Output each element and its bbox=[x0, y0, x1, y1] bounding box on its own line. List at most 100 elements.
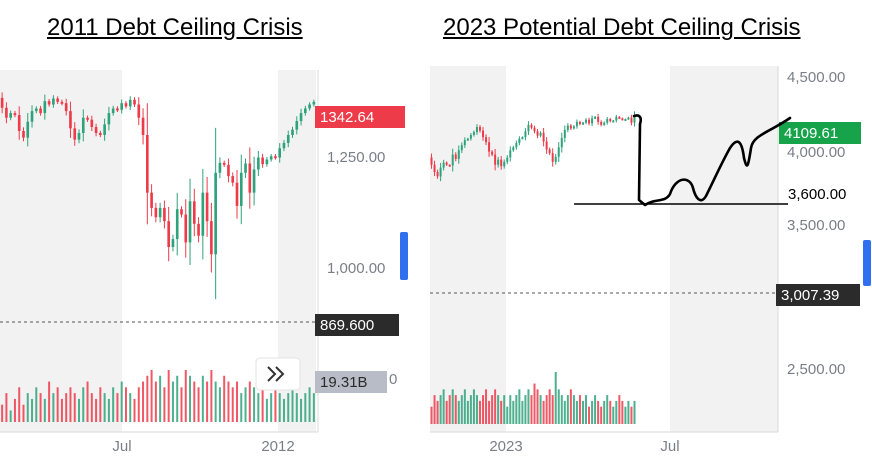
left-candle-body bbox=[269, 156, 273, 160]
right-candle-body bbox=[433, 164, 436, 173]
right-volume-bar bbox=[539, 395, 542, 424]
left-candle-body bbox=[141, 117, 145, 135]
left-candle-body bbox=[167, 221, 170, 248]
right-candle-body bbox=[578, 121, 581, 125]
right-candle-body bbox=[597, 116, 600, 122]
right-volume-bars bbox=[430, 372, 636, 424]
right-candle-body bbox=[494, 154, 497, 165]
right-volume-bar bbox=[542, 400, 545, 424]
double-chevron-right-icon bbox=[267, 366, 285, 382]
left-candle-body bbox=[81, 117, 85, 133]
right-candle-body bbox=[488, 142, 491, 152]
right-volume-bar bbox=[485, 389, 488, 424]
scroll-right-button[interactable] bbox=[255, 357, 301, 391]
left-candle-body bbox=[295, 121, 299, 130]
right-volume-bar bbox=[624, 406, 627, 424]
left-candle-body bbox=[244, 163, 247, 173]
left-candle-body bbox=[0, 97, 4, 108]
right-volume-bar bbox=[445, 400, 448, 424]
left-candle-body bbox=[171, 239, 175, 248]
right-volume-bar bbox=[524, 395, 527, 424]
right-candle-body bbox=[521, 137, 524, 140]
left-candle-body bbox=[77, 132, 81, 140]
right-volume-bar bbox=[518, 389, 521, 424]
left-y-tick-1250: 1,250.00 bbox=[327, 149, 385, 166]
right-candle-body bbox=[554, 156, 557, 162]
right-volume-bar bbox=[618, 395, 621, 424]
left-candle-body bbox=[163, 207, 166, 222]
left-candle-body bbox=[257, 157, 260, 170]
left-volume-bar bbox=[236, 381, 238, 422]
left-candle-body bbox=[205, 192, 209, 222]
right-candle-body bbox=[533, 127, 536, 132]
left-volume-bar bbox=[218, 387, 221, 422]
left-candle-body bbox=[222, 162, 226, 165]
left-candle-body bbox=[64, 103, 68, 112]
right-candle-body bbox=[485, 137, 488, 143]
right-candle-body bbox=[633, 115, 636, 123]
annotation-level-label: 3,600.00 bbox=[788, 186, 846, 203]
right-x-tick-2023: 2023 bbox=[489, 438, 522, 455]
right-candle-body bbox=[603, 122, 606, 125]
left-volume-bar bbox=[261, 387, 264, 422]
right-volume-bar bbox=[594, 395, 597, 424]
left-candle-body bbox=[60, 101, 64, 104]
left-volume-bar bbox=[223, 375, 226, 422]
right-volume-bar bbox=[554, 372, 557, 424]
left-volume-bar bbox=[116, 393, 119, 422]
left-candle-body bbox=[47, 101, 51, 105]
left-volume-bar bbox=[278, 393, 281, 422]
left-volume-value: 19.31B bbox=[320, 374, 368, 391]
right-candle-body bbox=[606, 119, 609, 123]
right-candle-body bbox=[472, 132, 475, 135]
left-candle-body bbox=[39, 108, 42, 114]
left-chart-title: 2011 Debt Ceiling Crisis bbox=[47, 14, 303, 41]
right-volume-bar bbox=[575, 400, 578, 424]
left-volume-bar bbox=[60, 398, 63, 422]
right-scroll-marker[interactable] bbox=[863, 240, 871, 286]
right-volume-bar bbox=[457, 400, 460, 424]
left-candle-body bbox=[286, 134, 290, 143]
right-volume-bar bbox=[482, 395, 485, 424]
left-candle-body bbox=[227, 164, 230, 177]
left-volume-bar bbox=[22, 404, 25, 422]
left-chart: 1,250.00 1,000.00 0 Jul 2012 1342.64 869… bbox=[0, 70, 408, 455]
left-candle-body bbox=[86, 117, 89, 120]
left-volume-bar bbox=[95, 398, 98, 422]
left-volume-bar bbox=[120, 381, 123, 422]
right-volume-bar bbox=[533, 383, 536, 424]
right-candle-body bbox=[569, 125, 572, 129]
right-candle-body bbox=[621, 118, 624, 121]
left-volume-bar bbox=[282, 398, 285, 422]
left-volume-bar bbox=[184, 370, 187, 422]
left-volume-bar bbox=[312, 393, 315, 422]
left-volume-bar bbox=[291, 387, 294, 422]
right-y-tick-3500: 3,500.00 bbox=[787, 217, 845, 234]
right-current-price: 4109.61 bbox=[784, 125, 838, 142]
right-volume-bar bbox=[460, 395, 463, 424]
left-volume-bar bbox=[48, 381, 51, 422]
left-volume-bar bbox=[240, 393, 243, 422]
right-candle-body bbox=[509, 150, 512, 158]
left-candle-body bbox=[103, 124, 106, 135]
right-volume-bar bbox=[506, 406, 509, 424]
right-candle-body bbox=[454, 154, 457, 159]
left-candle-body bbox=[299, 113, 303, 122]
right-volume-bar bbox=[491, 395, 494, 424]
left-scroll-marker[interactable] bbox=[400, 232, 408, 280]
right-volume-bar bbox=[469, 395, 472, 424]
right-volume-bar bbox=[578, 395, 581, 424]
left-volume-bar bbox=[103, 393, 106, 422]
left-volume-bar bbox=[167, 370, 170, 422]
right-volume-bar bbox=[527, 389, 530, 424]
left-candle-body bbox=[150, 192, 153, 208]
right-candle-body bbox=[451, 154, 454, 166]
left-volume-bar bbox=[295, 393, 298, 422]
right-candle-body bbox=[506, 157, 509, 162]
left-candle-body bbox=[26, 121, 30, 138]
left-volume-bar bbox=[142, 381, 145, 422]
right-candle-body bbox=[478, 127, 481, 131]
left-candle-body bbox=[175, 209, 179, 240]
left-volume-bar bbox=[253, 387, 256, 422]
right-volume-bar bbox=[563, 400, 566, 424]
